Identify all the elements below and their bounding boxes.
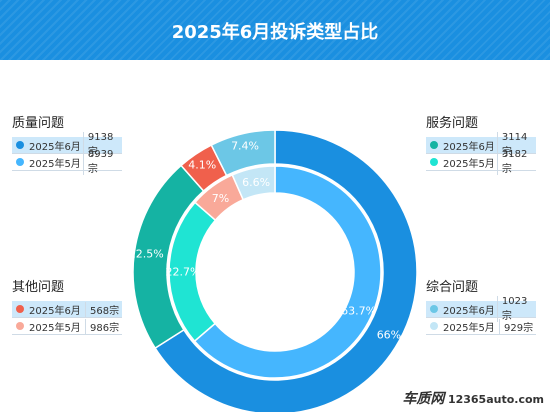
dot-icon [16, 158, 24, 166]
inner-slice-label-0: 63.7% [341, 304, 376, 317]
legend-row: 2025年5月 3182宗 [426, 149, 536, 175]
dot-icon [430, 305, 438, 313]
legend-row: 2025年5月 929宗 [426, 318, 536, 335]
legend-value: 8939宗 [82, 149, 122, 175]
watermark-logo: 车质网 [402, 391, 445, 407]
inner-slice-label-3: 6.6% [242, 176, 270, 189]
legend-series-label: 2025年6月 [29, 141, 81, 153]
legend-title: 其他问题 [12, 280, 65, 295]
legend-service: 服务问题 2025年6月 3114宗 2025年5月 3182宗 [426, 112, 536, 175]
outer-slice-label-0: 66% [377, 329, 401, 342]
legend-value: 9138宗 [82, 132, 122, 158]
legend-row: 2025年5月 986宗 [12, 318, 122, 335]
inner-slice-0 [193, 165, 382, 379]
outer-slice-0 [154, 129, 418, 412]
legend-row: 2025年6月 1023宗 [426, 296, 536, 322]
legend-value: 986宗 [85, 318, 119, 334]
legend-series-label: 2025年6月 [443, 305, 495, 317]
legend-row: 2025年6月 3114宗 [426, 132, 536, 158]
legend-series-label: 2025年6月 [443, 141, 495, 153]
watermark-url: 12365auto.com [447, 393, 544, 406]
legend-value: 1023宗 [496, 296, 536, 322]
legend-comprehensive: 综合问题 2025年6月 1023宗 2025年5月 929宗 [426, 276, 536, 335]
legend-title: 综合问题 [426, 280, 479, 295]
legend-series-label: 2025年5月 [29, 158, 81, 170]
dot-icon [430, 322, 438, 330]
donut-chart: 66% 22.5% 4.1% 7.4% 63.7% 22.7% 7% 6.6% [129, 129, 418, 412]
header-banner: 2025年6月投诉类型占比 [0, 0, 550, 60]
legend-row: 2025年6月 568宗 [12, 301, 122, 318]
watermark: 车质网 12365auto.com [402, 388, 544, 408]
legend-value: 929宗 [499, 318, 533, 334]
legend-row: 2025年6月 9138宗 [12, 132, 122, 158]
legend-series-label: 2025年5月 [29, 322, 81, 334]
dot-icon [430, 158, 438, 166]
legend-series-label: 2025年6月 [29, 305, 81, 317]
legend-title: 服务问题 [426, 116, 479, 131]
dot-icon [16, 322, 24, 330]
outer-slice-label-1: 22.5% [129, 248, 164, 261]
dot-icon [430, 141, 438, 149]
dot-icon [16, 305, 24, 313]
legend-series-label: 2025年5月 [443, 322, 495, 334]
chart-title: 2025年6月投诉类型占比 [171, 22, 379, 43]
inner-slice-label-1: 22.7% [166, 266, 201, 279]
inner-slice-3 [231, 165, 276, 201]
legend-quality: 质量问题 2025年6月 9138宗 2025年5月 8939宗 [12, 112, 122, 175]
outer-slice-label-3: 7.4% [231, 139, 259, 152]
legend-title: 质量问题 [12, 116, 65, 131]
inner-slice-label-2: 7% [212, 192, 229, 205]
legend-other: 其他问题 2025年6月 568宗 2025年5月 986宗 [12, 276, 122, 335]
legend-value: 3182宗 [496, 149, 536, 175]
legend-value: 568宗 [85, 301, 119, 317]
dot-icon [16, 141, 24, 149]
outer-slice-3 [210, 129, 276, 177]
legend-value: 3114宗 [496, 132, 536, 158]
legend-row: 2025年5月 8939宗 [12, 149, 122, 175]
outer-slice-label-2: 4.1% [188, 158, 216, 171]
legend-series-label: 2025年5月 [443, 158, 495, 170]
